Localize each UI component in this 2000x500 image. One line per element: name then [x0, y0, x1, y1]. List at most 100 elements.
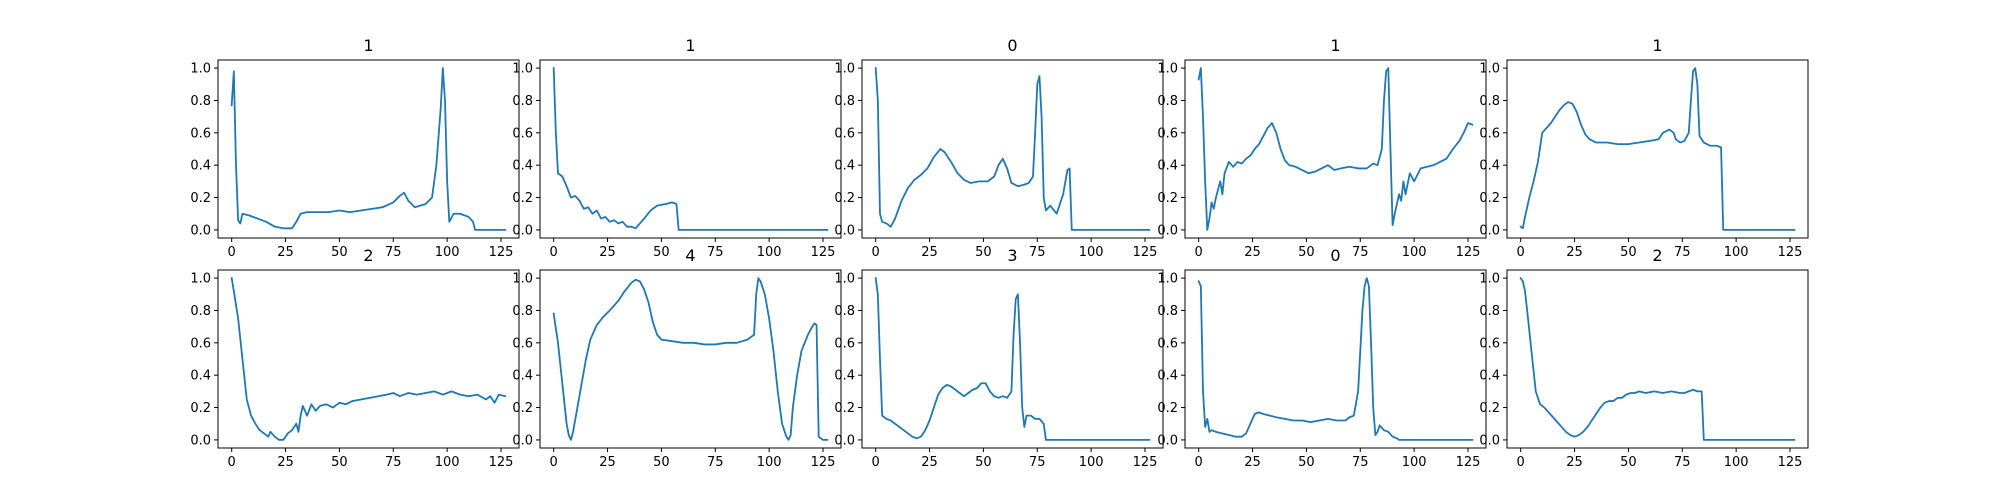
x-tick-label: 100 [1402, 245, 1427, 260]
axes-frame [1184, 269, 1487, 449]
x-tick-label: 0 [1195, 245, 1203, 260]
y-tick-label: 1.0 [512, 272, 533, 287]
subplot-title: 1 [685, 36, 695, 55]
x-tick-label: 125 [811, 245, 836, 260]
x-tick-label: 125 [811, 455, 836, 470]
y-tick-label: 0.6 [834, 126, 855, 141]
y-tick-label: 0.6 [1157, 126, 1178, 141]
series-line [230, 277, 507, 441]
y-tick-label: 0.6 [190, 126, 211, 141]
x-tick-label: 25 [599, 245, 616, 260]
x-tick-label: 75 [707, 245, 724, 260]
y-tick-label: 0.8 [834, 94, 855, 109]
x-tick-label: 125 [1778, 245, 1803, 260]
axes-frame [861, 59, 1164, 239]
y-tick-label: 0.4 [190, 369, 211, 384]
subplot-title: 3 [1007, 246, 1017, 265]
y-tick-label: 0.2 [190, 191, 211, 206]
series-line [874, 277, 1151, 441]
y-tick-label: 0.4 [834, 159, 855, 174]
y-tick-label: 0.0 [1479, 223, 1500, 238]
y-tick-label: 0.0 [1157, 223, 1178, 238]
x-tick-label: 25 [1244, 455, 1261, 470]
x-tick-label: 75 [385, 455, 402, 470]
y-tick-label: 0.0 [512, 223, 533, 238]
x-tick-label: 50 [331, 455, 348, 470]
subplot-7: 4 0 25 50 75 100 125 0.0 0.2 0.4 0.6 0.8 1.0 [512, 246, 842, 470]
x-tick-label: 100 [1724, 245, 1749, 260]
x-tick-label: 25 [277, 245, 294, 260]
y-tick-label: 0.2 [834, 191, 855, 206]
x-tick-label: 75 [1674, 455, 1691, 470]
subplot-title: 4 [685, 246, 695, 265]
x-tick-label: 0 [872, 245, 880, 260]
x-tick-label: 75 [1674, 245, 1691, 260]
y-tick-label: 0.0 [512, 433, 533, 448]
subplot-5: 1 0 25 50 75 100 125 0.0 0.2 0.4 0.6 0.8 1.0 [1479, 36, 1809, 260]
y-tick-label: 1.0 [1479, 62, 1500, 77]
y-tick-label: 0.8 [1157, 94, 1178, 109]
y-tick-label: 1.0 [834, 62, 855, 77]
subplot-6: 2 0 25 50 75 100 125 0.0 0.2 0.4 0.6 0.8 1.0 [190, 246, 520, 470]
subplot-1: 1 0 25 50 75 100 125 0.0 0.2 0.4 0.6 0.8 1.0 [190, 36, 520, 260]
x-tick-label: 50 [1298, 245, 1315, 260]
subplot-10: 2 0 25 50 75 100 125 0.0 0.2 0.4 0.6 0.8 1.0 [1479, 246, 1809, 470]
x-tick-label: 50 [653, 455, 670, 470]
y-tick-label: 0.0 [190, 223, 211, 238]
x-tick-label: 50 [653, 245, 670, 260]
x-tick-label: 100 [435, 245, 460, 260]
x-tick-label: 125 [489, 245, 514, 260]
y-tick-label: 0.8 [1479, 304, 1500, 319]
x-tick-label: 100 [435, 455, 460, 470]
y-tick-label: 0.2 [512, 401, 533, 416]
y-tick-label: 0.4 [512, 159, 533, 174]
y-tick-label: 0.2 [1479, 191, 1500, 206]
y-tick-label: 1.0 [1479, 272, 1500, 287]
x-tick-label: 100 [1079, 455, 1104, 470]
x-tick-label: 50 [975, 245, 992, 260]
subplot-title: 1 [363, 36, 373, 55]
y-tick-label: 0.8 [512, 304, 533, 319]
axes-frame [539, 59, 842, 239]
x-tick-label: 100 [1724, 455, 1749, 470]
y-tick-label: 0.4 [1479, 159, 1500, 174]
x-tick-label: 75 [385, 245, 402, 260]
x-tick-label: 125 [1778, 455, 1803, 470]
y-tick-label: 1.0 [512, 62, 533, 77]
x-tick-label: 125 [1456, 245, 1481, 260]
y-tick-label: 0.2 [512, 191, 533, 206]
x-tick-label: 25 [277, 455, 294, 470]
y-tick-label: 0.4 [1479, 369, 1500, 384]
axes-frame [217, 59, 520, 239]
y-tick-label: 0.4 [512, 369, 533, 384]
subplot-title: 0 [1007, 36, 1017, 55]
y-tick-label: 0.0 [834, 433, 855, 448]
x-tick-label: 0 [228, 245, 236, 260]
y-tick-label: 0.4 [1157, 369, 1178, 384]
x-tick-label: 25 [1566, 245, 1583, 260]
x-tick-label: 75 [1352, 245, 1369, 260]
y-tick-label: 1.0 [1157, 62, 1178, 77]
x-tick-label: 125 [1133, 455, 1158, 470]
x-tick-label: 100 [757, 245, 782, 260]
axes-frame [539, 269, 842, 449]
subplot-title: 0 [1330, 246, 1340, 265]
x-tick-label: 0 [550, 245, 558, 260]
axes-frame [217, 269, 520, 449]
subplot-3: 0 0 25 50 75 100 125 0.0 0.2 0.4 0.6 0.8 1.0 [834, 36, 1164, 260]
y-tick-label: 1.0 [1157, 272, 1178, 287]
series-line [1519, 67, 1796, 231]
y-tick-label: 0.6 [1479, 126, 1500, 141]
series-line [230, 67, 507, 231]
y-tick-label: 0.8 [1157, 304, 1178, 319]
y-tick-label: 0.6 [1479, 336, 1500, 351]
y-tick-label: 0.6 [834, 336, 855, 351]
x-tick-label: 75 [1029, 245, 1046, 260]
x-tick-label: 25 [1566, 455, 1583, 470]
y-tick-label: 0.6 [512, 126, 533, 141]
x-tick-label: 25 [1244, 245, 1261, 260]
series-line [1197, 277, 1474, 441]
x-tick-label: 125 [489, 455, 514, 470]
